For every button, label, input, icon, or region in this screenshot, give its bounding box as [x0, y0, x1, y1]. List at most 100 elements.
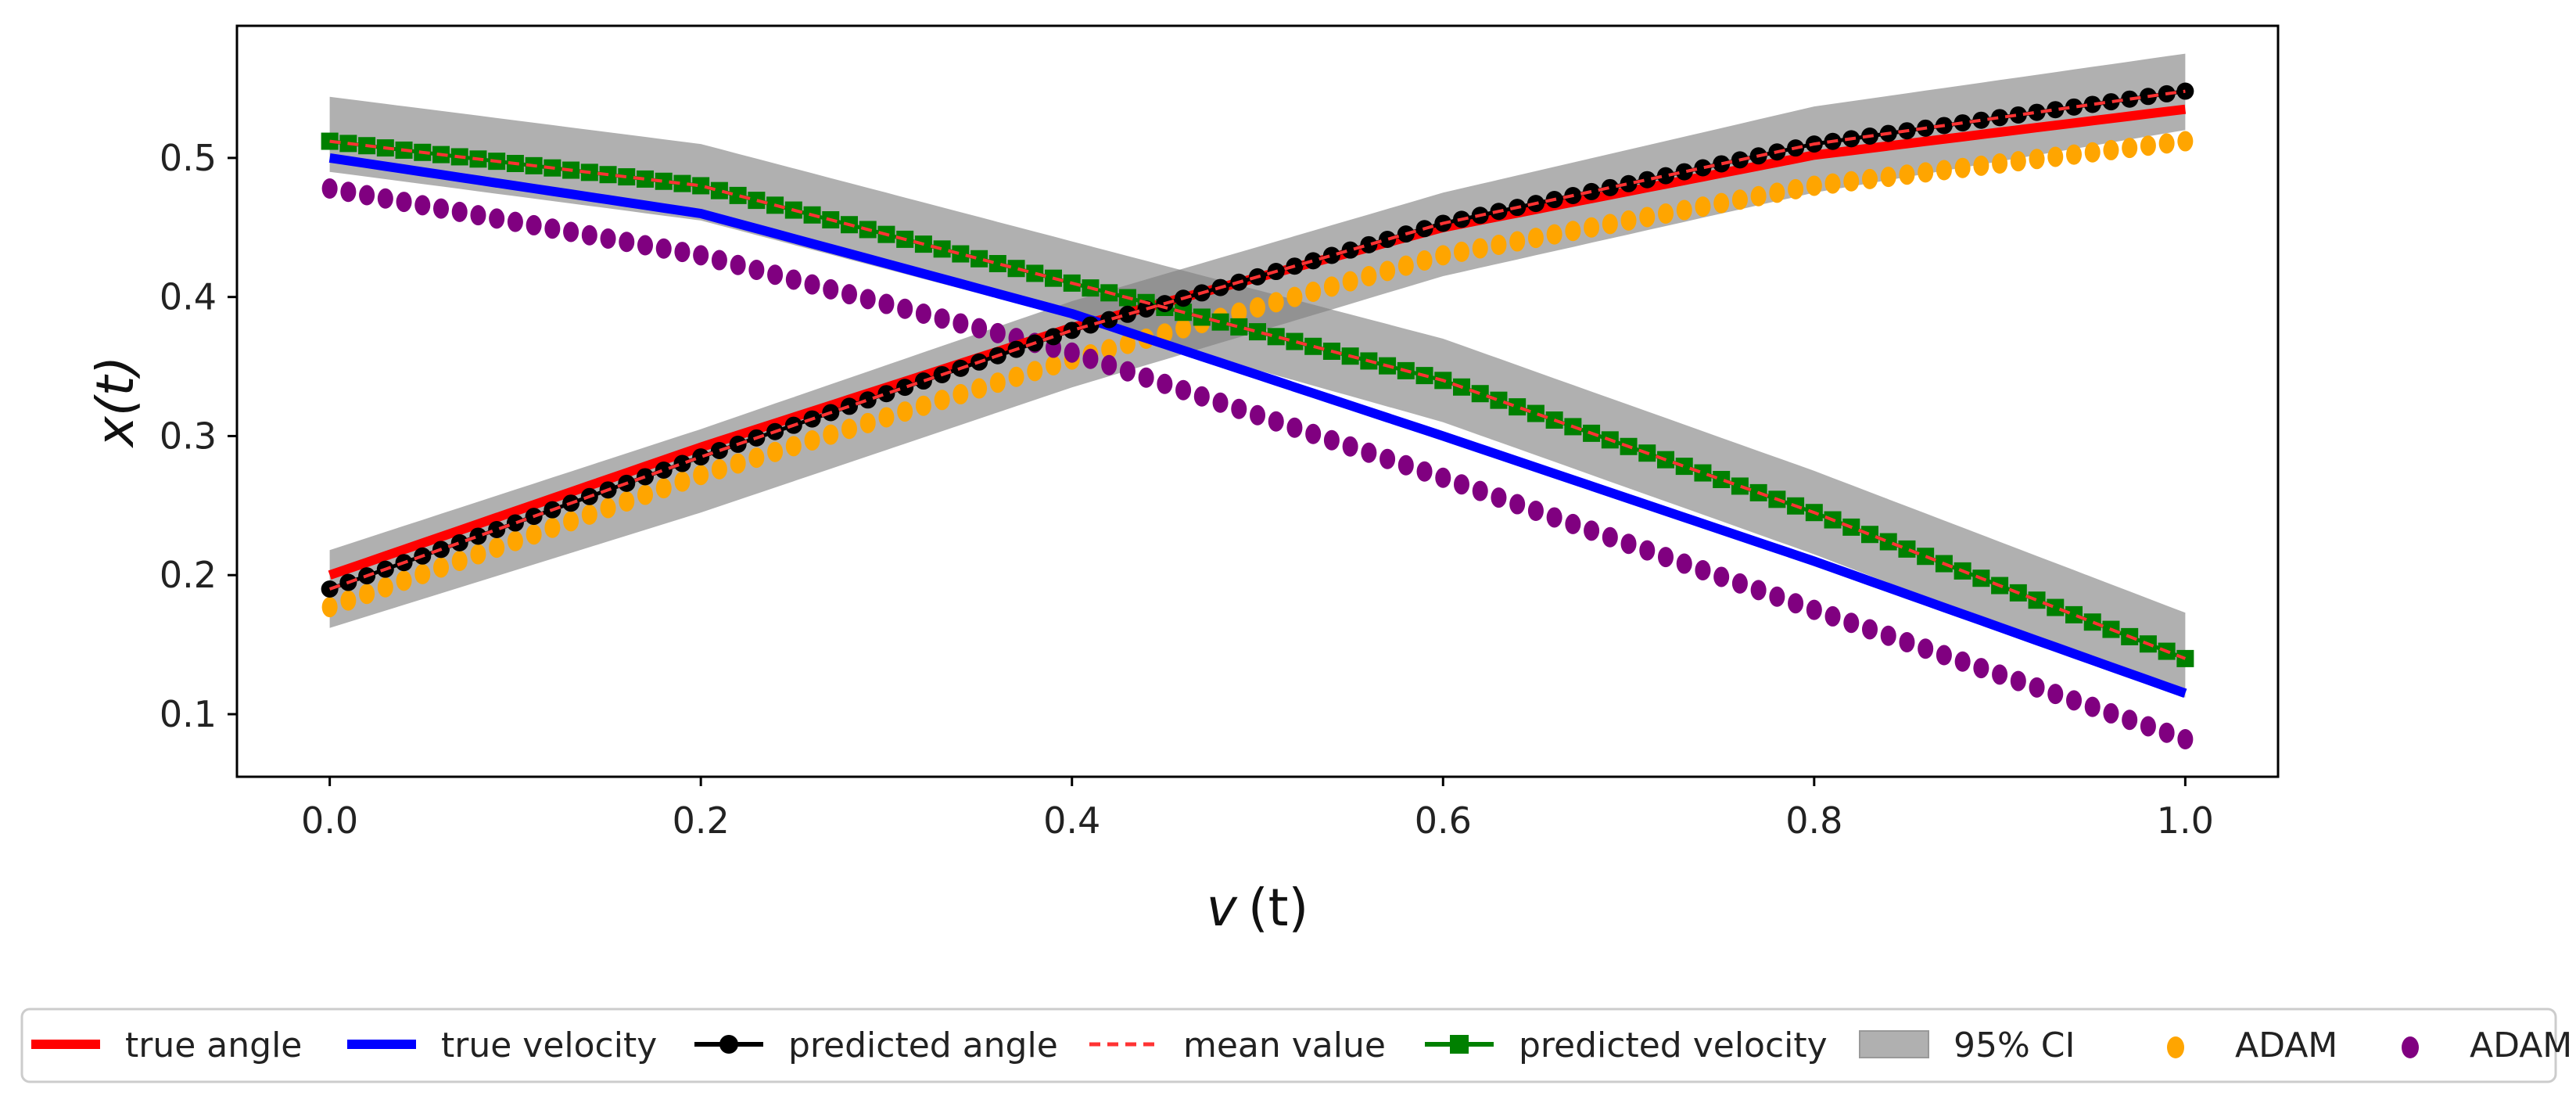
adam-angle-point [1788, 178, 1804, 199]
adam-angle-point [637, 484, 653, 505]
adam-velocity-point [878, 293, 895, 314]
adam-angle-point [600, 498, 616, 519]
adam-velocity-point [1584, 520, 1600, 541]
adam-velocity-point [359, 185, 375, 206]
adam-velocity-point [1565, 513, 1581, 534]
legend-entry: ADAM [2167, 1026, 2337, 1065]
adam-velocity-point [1175, 379, 1192, 401]
adam-velocity-point [1731, 573, 1748, 594]
adam-velocity-point [989, 322, 1006, 343]
adam-velocity-point [489, 208, 505, 229]
adam-angle-point [1806, 175, 1822, 196]
adam-angle-point [1546, 224, 1562, 245]
adam-velocity-point [1193, 386, 1210, 407]
predicted-angle-point [1082, 316, 1100, 334]
predicted-velocity-point [1249, 323, 1266, 341]
adam-velocity-point [2047, 684, 2064, 705]
adam-velocity-point [1361, 442, 1377, 463]
predicted-angle-point [2047, 101, 2065, 119]
predicted-velocity-point [952, 245, 970, 263]
predicted-velocity-point [748, 192, 766, 210]
adam-angle-point [1491, 235, 1507, 255]
x-axis-ticks: 0.0 0.2 0.4 0.6 0.8 1.0 [301, 777, 2214, 842]
predicted-angle-point [506, 514, 524, 532]
adam-velocity-point [1918, 638, 1934, 659]
predicted-angle-point [692, 448, 710, 466]
adam-angle-point [1323, 276, 1340, 297]
predicted-angle-point [1379, 230, 1397, 248]
adam-angle-point [1472, 238, 1488, 259]
predicted-angle-point [1991, 109, 2009, 127]
adam-velocity-point [470, 205, 486, 226]
adam-angle-point [1936, 160, 1952, 181]
adam-angle-point [804, 429, 820, 451]
adam-angle-point [1843, 171, 1860, 192]
adam-angle-point [1379, 260, 1396, 282]
adam-angle-point [2177, 131, 2194, 152]
predicted-angle-point [1601, 178, 1619, 196]
predicted-velocity-point [1898, 540, 1916, 558]
adam-velocity-point [1880, 625, 1896, 646]
predicted-angle-point [2009, 106, 2027, 124]
predicted-velocity-point [1211, 313, 1229, 331]
adam-angle-point [1620, 210, 1637, 231]
adam-angle-point [563, 511, 579, 532]
adam-velocity-point [377, 188, 393, 209]
x-tick-label: 0.6 [1415, 799, 1472, 842]
predicted-angle-point [1675, 163, 1693, 181]
y-tick-label: 0.2 [160, 554, 217, 596]
adam-angle-point [321, 597, 338, 618]
adam-angle-point [841, 418, 857, 440]
adam-angle-point [526, 524, 542, 545]
adam-angle-point [581, 504, 597, 525]
adam-velocity-point [823, 278, 839, 300]
adam-velocity-point [1992, 664, 2008, 685]
y-tick-label: 0.4 [160, 276, 217, 318]
adam-velocity-point [1305, 423, 1322, 444]
adam-angle-point [1750, 185, 1767, 207]
adam-velocity-point [2103, 702, 2119, 724]
adam-velocity-point [637, 235, 653, 256]
adam-velocity-point [1491, 487, 1507, 508]
predicted-angle-point [488, 521, 506, 538]
predicted-angle-point [1063, 322, 1081, 339]
adam-angle-point [1231, 302, 1247, 323]
legend-entry: 95% CI [1859, 1026, 2075, 1065]
predicted-velocity-point [1471, 385, 1489, 403]
predicted-angle-point [877, 385, 895, 403]
predicted-angle-point [1304, 252, 1322, 270]
adam-angle-point [489, 537, 505, 559]
adam-velocity-point [915, 304, 931, 324]
adam-angle-point [1862, 168, 1878, 189]
adam-angle-point [1286, 286, 1303, 307]
adam-angle-point [767, 441, 784, 462]
legend-swatch [2167, 1036, 2184, 1058]
predicted-angle-point [1100, 311, 1118, 329]
predicted-angle-point [1583, 182, 1601, 200]
adam-velocity-point [600, 228, 616, 249]
adam-angle-point [1397, 255, 1414, 276]
predicted-velocity-point [2065, 605, 2083, 623]
adam-velocity-point [2084, 696, 2101, 717]
predicted-velocity-point [1713, 471, 1731, 488]
adam-velocity-point [581, 225, 597, 246]
predicted-velocity-point [1267, 328, 1285, 346]
adam-velocity-point [1769, 586, 1785, 607]
adam-velocity-point [1602, 526, 1618, 548]
adam-angle-point [470, 544, 486, 565]
adam-angle-point [1027, 361, 1043, 382]
legend-entry: predicted velocity [1425, 1026, 1828, 1065]
adam-angle-point [2158, 133, 2175, 154]
adam-angle-point [2140, 135, 2156, 156]
adam-velocity-point [674, 242, 691, 263]
adam-angle-point [897, 401, 913, 422]
adam-velocity-point [748, 260, 765, 280]
predicted-angle-point [2065, 98, 2083, 116]
adam-angle-point [1268, 292, 1284, 313]
adam-velocity-point [1286, 417, 1303, 438]
adam-angle-point [1695, 196, 1711, 217]
adam-angle-point [971, 378, 988, 399]
adam-angle-point [1676, 199, 1692, 221]
legend-entry: ADAM [2402, 1026, 2572, 1065]
